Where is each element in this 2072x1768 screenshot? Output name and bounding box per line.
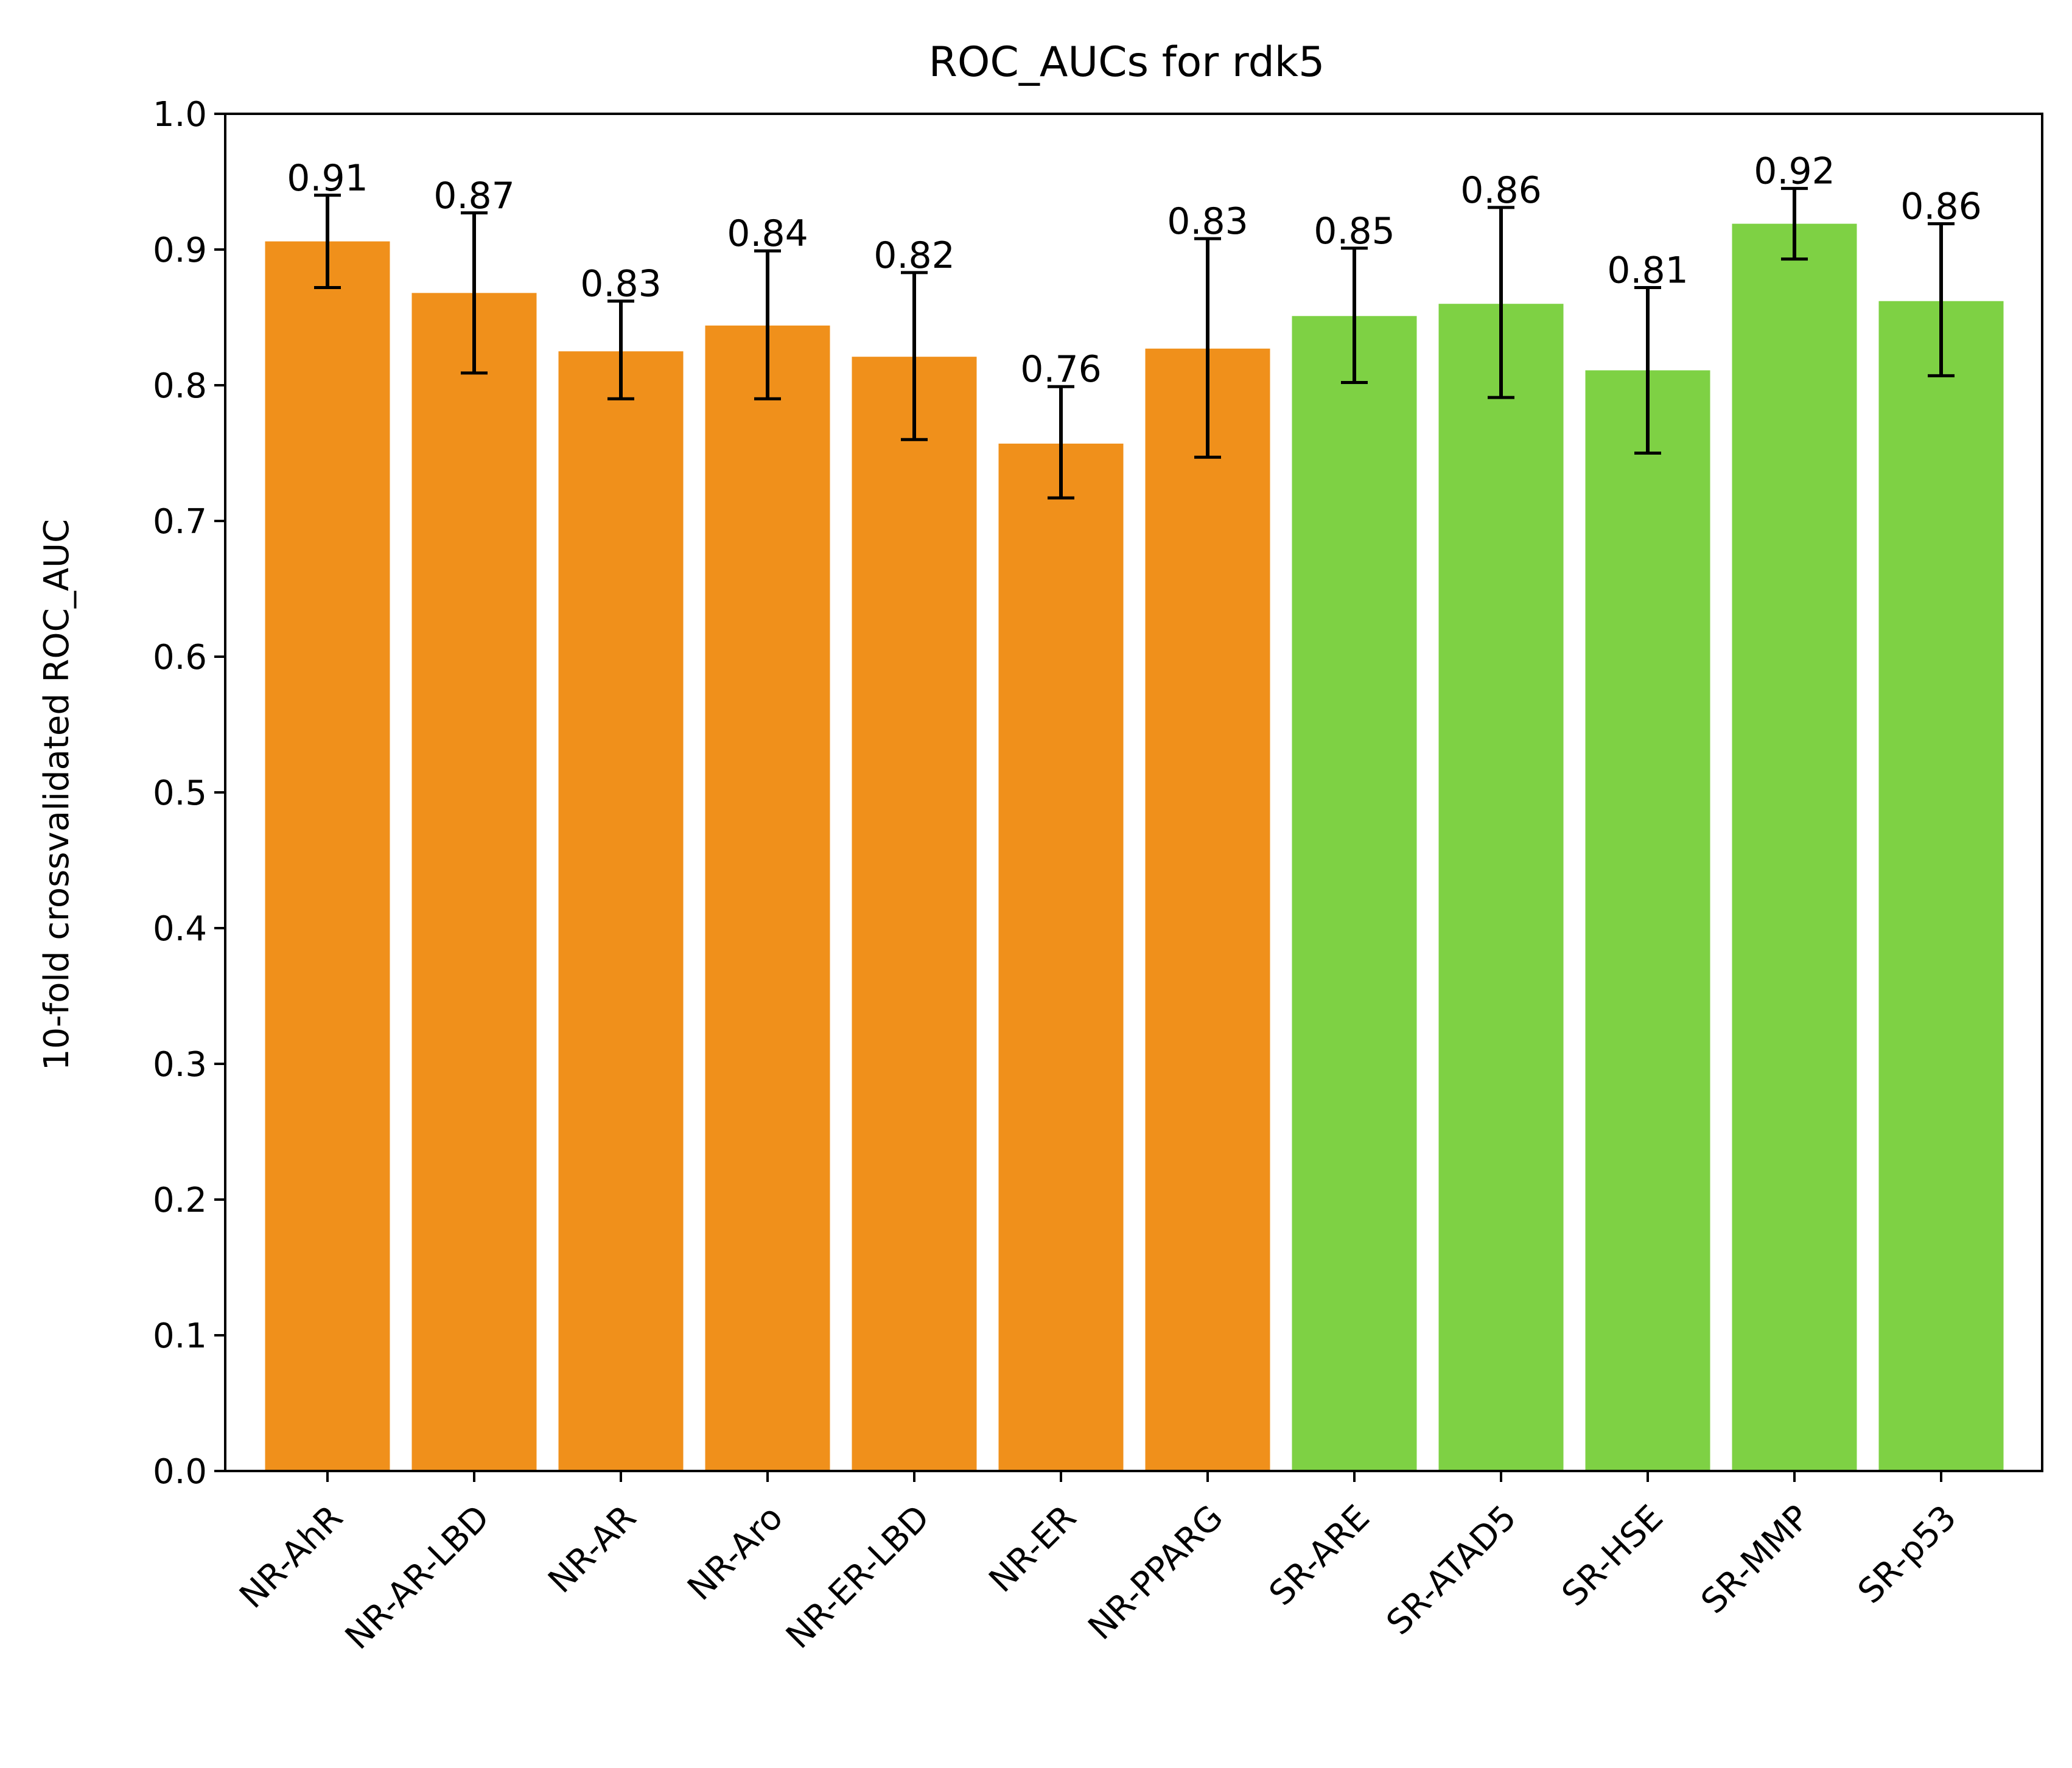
data-labels-layer: 0.91 0.87 0.83 0.84 0.82 0.76 0.83 0.85 0.86 0.81… (287, 150, 1982, 391)
error-bar (1488, 206, 1514, 399)
data-label: 0.76 (1020, 348, 1102, 391)
y-tick-label: 0.9 (153, 231, 207, 270)
data-label: 0.91 (287, 157, 368, 200)
bar (1878, 301, 2004, 1471)
bar (411, 293, 537, 1471)
x-tick-label: NR-PPARG (1081, 1498, 1231, 1647)
x-tick-label: NR-AR-LBD (338, 1498, 497, 1657)
data-label: 0.86 (1900, 186, 1982, 228)
y-tick-label: 0.6 (153, 638, 207, 677)
data-label: 0.81 (1607, 249, 1689, 292)
bars-layer (265, 223, 2004, 1472)
data-label: 0.87 (433, 175, 515, 217)
y-tick-label: 0.2 (153, 1181, 207, 1220)
y-tick-label: 0.5 (153, 774, 207, 813)
bar (1145, 348, 1270, 1471)
error-bar (314, 194, 341, 289)
x-tick-label: NR-ER-LBD (779, 1498, 937, 1657)
x-tick-label: SR-HSE (1555, 1498, 1671, 1614)
bar (998, 443, 1124, 1471)
chart-title: ROC_AUCs for rdk5 (929, 38, 1325, 86)
error-bar (461, 211, 488, 375)
data-label: 0.84 (727, 212, 808, 255)
y-tick-label: 0.7 (153, 502, 207, 542)
x-tick-label: NR-ER (982, 1498, 1084, 1600)
data-label: 0.83 (1167, 200, 1248, 243)
x-tick-label: NR-AhR (232, 1498, 351, 1616)
error-bar (1341, 246, 1368, 385)
y-axis: 0.0 0.1 0.2 0.3 0.4 0.5 0.6 0.7 0.8 0.9 1.0 (153, 95, 225, 1492)
x-tick-label: SR-ARE (1262, 1498, 1377, 1613)
y-tick-label: 0.8 (153, 366, 207, 406)
x-tick-label: SR-p53 (1850, 1498, 1964, 1612)
data-label: 0.86 (1460, 169, 1542, 212)
error-bar (1194, 237, 1221, 459)
x-tick-label: SR-ATAD5 (1379, 1498, 1524, 1643)
bar (1732, 223, 1857, 1472)
x-tick-label: NR-AR (541, 1498, 644, 1601)
y-tick-label: 0.1 (153, 1316, 207, 1356)
error-bars-layer (314, 187, 1955, 500)
data-label: 0.82 (873, 234, 955, 277)
error-bar (754, 249, 781, 400)
bar (1585, 370, 1710, 1471)
bar (1292, 316, 1417, 1471)
y-tick-label: 0.3 (153, 1045, 207, 1085)
bar (265, 241, 390, 1471)
error-bar (1928, 222, 1955, 377)
data-label: 0.83 (580, 263, 662, 306)
y-tick-label: 0.0 (153, 1452, 207, 1492)
error-bar (607, 299, 634, 400)
bar (558, 351, 684, 1471)
x-tick-label: NR-Aro (680, 1498, 791, 1609)
error-bar (1781, 187, 1808, 261)
data-label: 0.85 (1314, 210, 1395, 253)
x-tick-label: SR-MMP (1693, 1498, 1818, 1622)
data-label: 0.92 (1754, 150, 1835, 193)
bar (1438, 304, 1564, 1472)
bar (705, 325, 830, 1471)
y-tick-label: 1.0 (153, 95, 207, 135)
y-tick-label: 0.4 (153, 909, 207, 949)
error-bar (1634, 285, 1661, 455)
y-axis-label: 10-fold crossvalidated ROC_AUC (37, 519, 77, 1071)
bar (852, 357, 977, 1472)
error-bar (901, 271, 928, 441)
error-bar (1048, 385, 1074, 500)
